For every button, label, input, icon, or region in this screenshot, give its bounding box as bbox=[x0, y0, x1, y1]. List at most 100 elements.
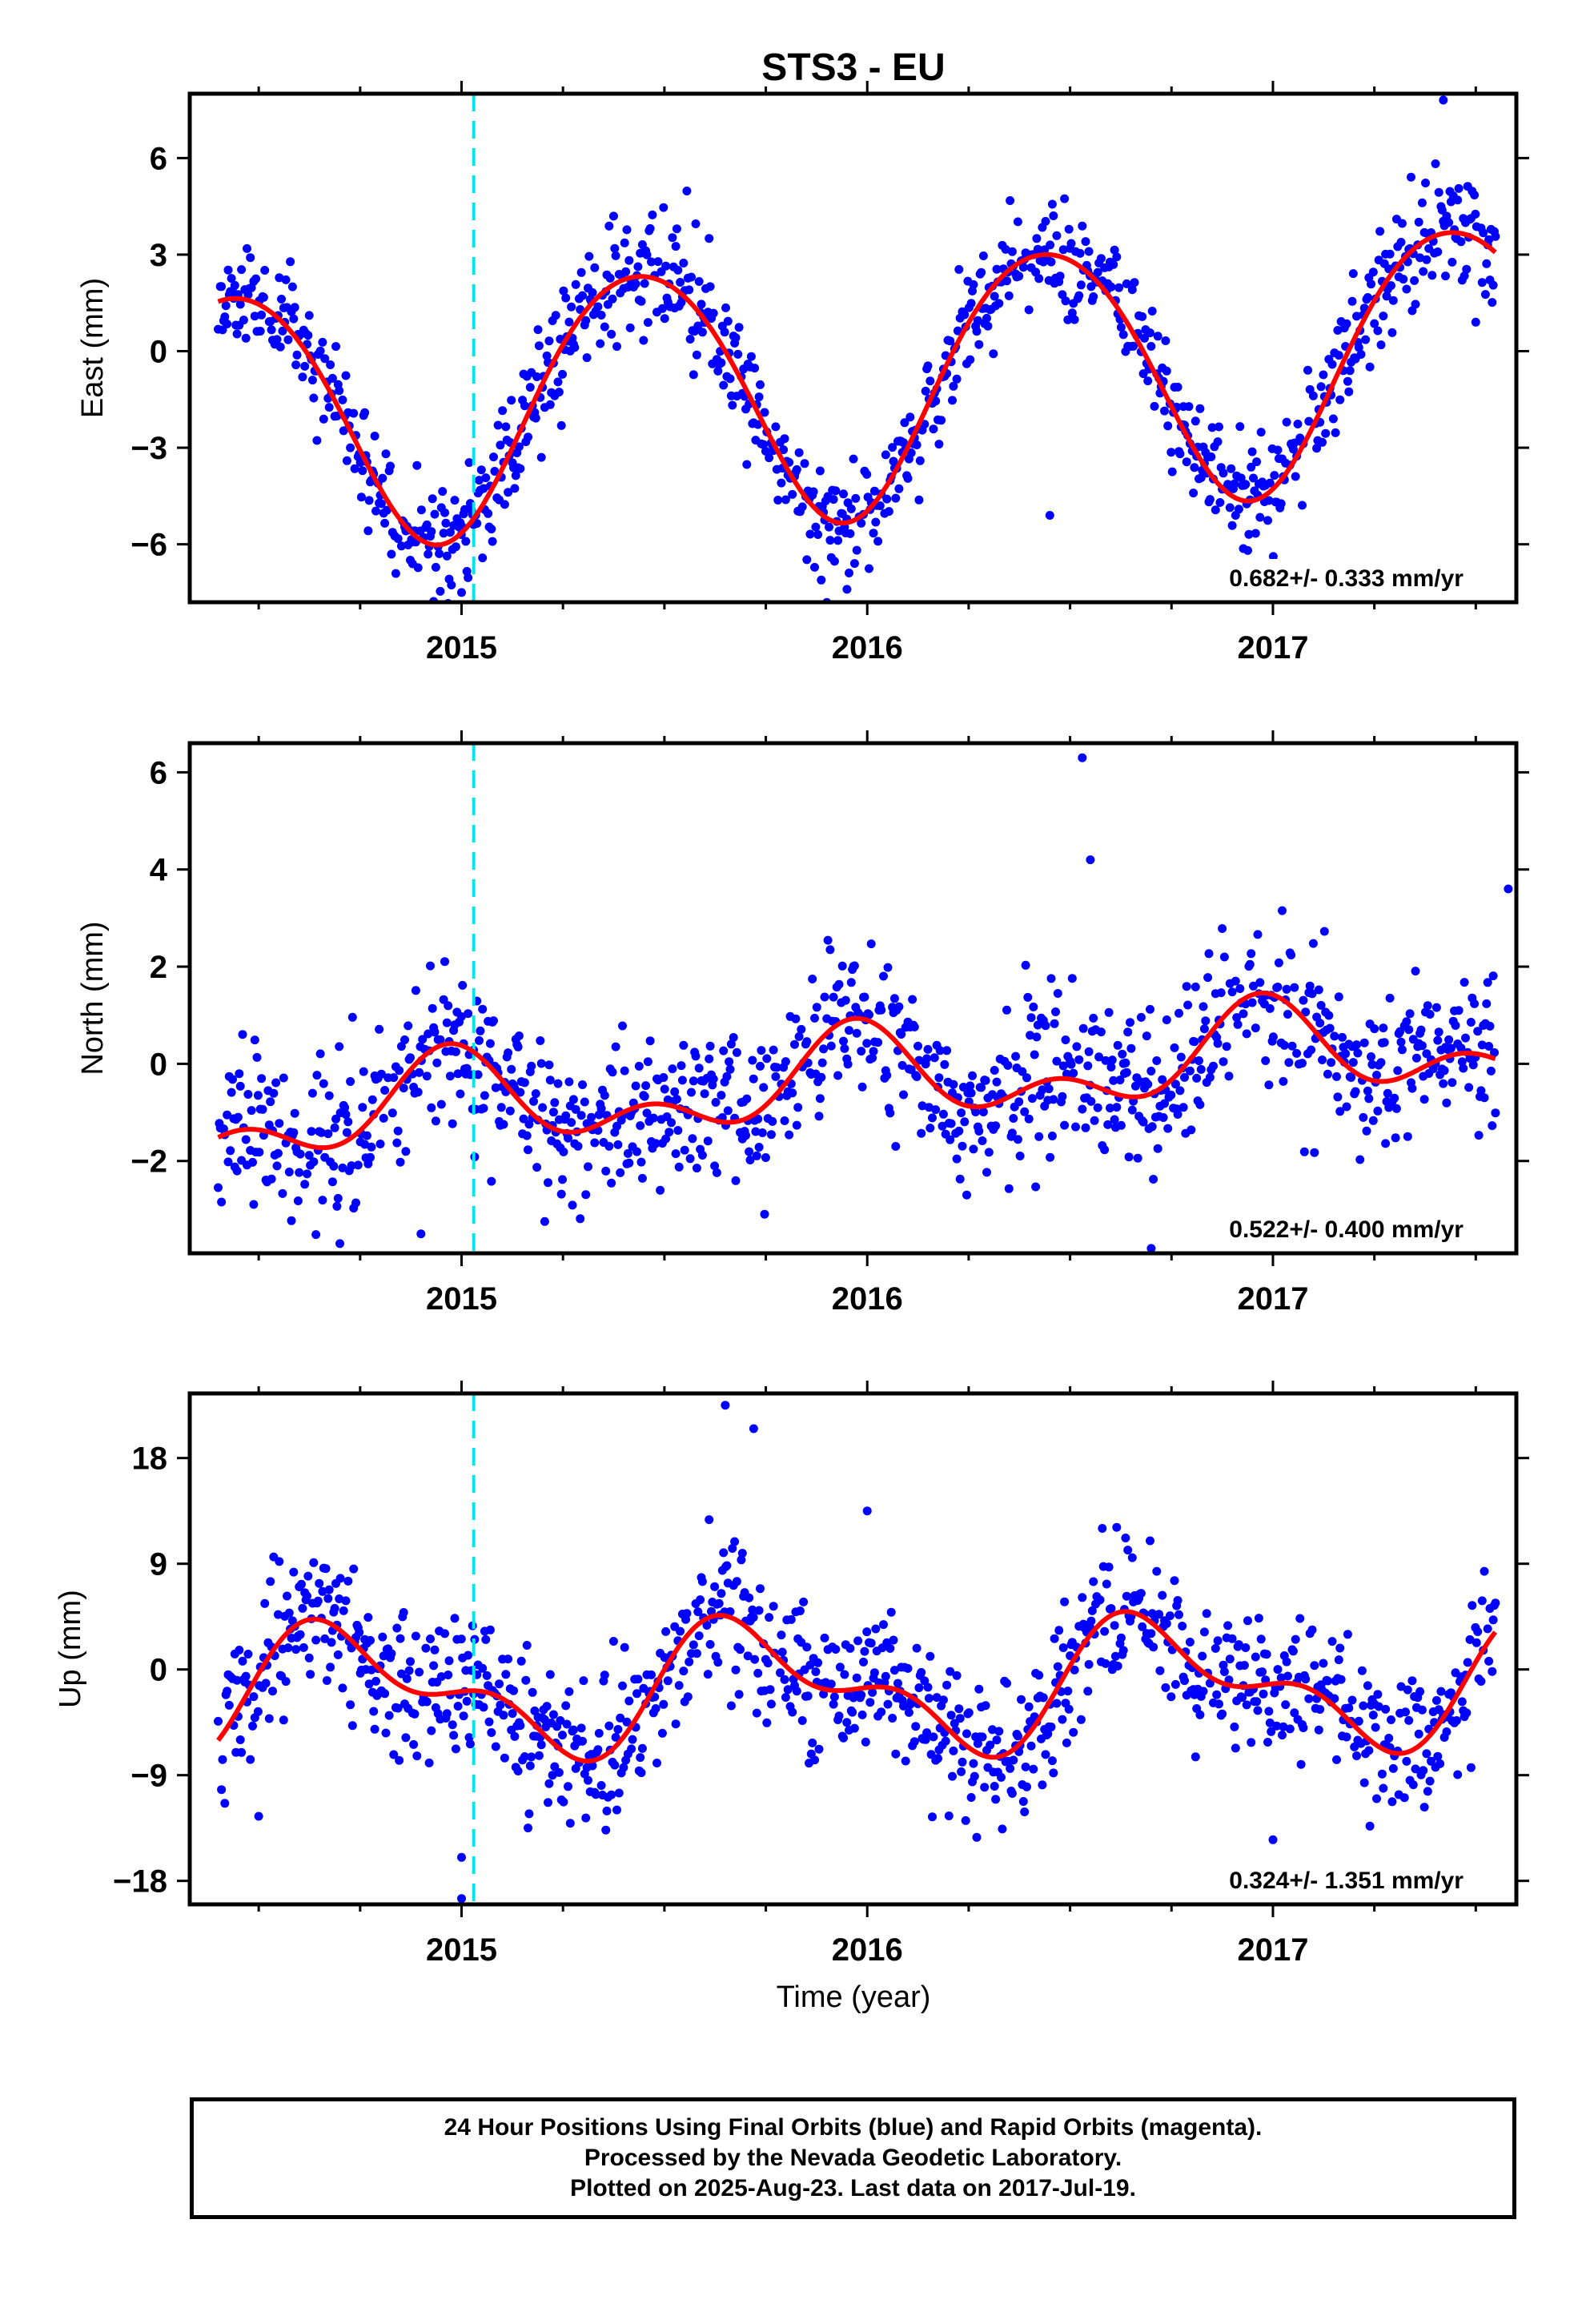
up-point-1022 bbox=[1491, 1598, 1500, 1608]
up-point-365 bbox=[661, 1626, 671, 1636]
north-point-864 bbox=[1316, 1000, 1326, 1010]
north-point-937 bbox=[1411, 967, 1420, 976]
up-point-74 bbox=[306, 1670, 315, 1679]
east-point-440 bbox=[761, 446, 770, 456]
north-point-310 bbox=[613, 1140, 623, 1149]
north-point-470 bbox=[815, 1094, 825, 1104]
north-point-301 bbox=[601, 1166, 611, 1176]
up-point-961 bbox=[1411, 1764, 1420, 1774]
east-y-tick-label: −3 bbox=[130, 431, 167, 466]
north-point-112 bbox=[362, 1131, 371, 1140]
north-point-948 bbox=[1423, 1001, 1432, 1011]
north-point-836 bbox=[1279, 1076, 1288, 1086]
up-point-527 bbox=[865, 1698, 875, 1707]
north-point-870 bbox=[1323, 1069, 1332, 1079]
up-point-316 bbox=[601, 1825, 611, 1835]
up-point-724 bbox=[1101, 1659, 1110, 1668]
north-point-879 bbox=[1335, 1107, 1345, 1116]
up-point-540 bbox=[881, 1671, 890, 1681]
up-point-703 bbox=[1076, 1715, 1086, 1724]
up-point-272 bbox=[548, 1771, 557, 1780]
east-point-691 bbox=[1084, 247, 1094, 256]
north-point-843 bbox=[1287, 951, 1296, 959]
up-point-363 bbox=[659, 1699, 669, 1709]
east-point-739 bbox=[1150, 401, 1159, 411]
up-point-887 bbox=[1314, 1725, 1323, 1735]
up-point-999 bbox=[1457, 1697, 1467, 1707]
up-point-1007 bbox=[1468, 1601, 1477, 1610]
east-x-tick-label: 2017 bbox=[1237, 630, 1308, 665]
east-point-906 bbox=[1361, 335, 1371, 344]
east-point-217 bbox=[488, 537, 497, 546]
up-point-548 bbox=[889, 1666, 899, 1675]
north-point-563 bbox=[935, 1046, 945, 1055]
north-point-550 bbox=[917, 1128, 926, 1138]
up-point-253 bbox=[527, 1752, 536, 1762]
up-point-633 bbox=[994, 1727, 1004, 1736]
north-point-335 bbox=[643, 1057, 652, 1067]
up-point-812 bbox=[1218, 1709, 1227, 1719]
up-point-144 bbox=[389, 1750, 399, 1759]
up-point-673 bbox=[1041, 1750, 1050, 1759]
east-point-893 bbox=[1345, 366, 1355, 376]
east-point-459 bbox=[788, 489, 797, 499]
east-point-227 bbox=[500, 500, 509, 509]
east-rate-background bbox=[1175, 559, 1470, 594]
up-point-734 bbox=[1113, 1661, 1122, 1671]
up-point-102 bbox=[339, 1606, 348, 1615]
up-point-35 bbox=[260, 1598, 270, 1608]
east-point-83 bbox=[319, 414, 328, 424]
east-point-168 bbox=[431, 562, 440, 572]
north-point-559 bbox=[931, 1105, 941, 1115]
north-point-259 bbox=[548, 1108, 558, 1117]
east-point-475 bbox=[809, 487, 818, 497]
north-point-86 bbox=[329, 1161, 339, 1171]
east-point-371 bbox=[679, 259, 689, 267]
east-point-488 bbox=[825, 522, 833, 532]
north-point-272 bbox=[564, 1133, 572, 1143]
east-point-428 bbox=[746, 352, 756, 361]
up-point-268 bbox=[544, 1798, 552, 1807]
north-points bbox=[214, 753, 1513, 1253]
east-point-72 bbox=[304, 311, 314, 320]
north-point-277 bbox=[568, 1095, 578, 1104]
up-point-216 bbox=[482, 1671, 492, 1680]
up-point-295 bbox=[576, 1723, 586, 1733]
north-point-165 bbox=[436, 1100, 446, 1109]
north-point-777 bbox=[1195, 1100, 1205, 1109]
north-point-849 bbox=[1299, 995, 1308, 1005]
up-point-814 bbox=[1219, 1667, 1229, 1676]
north-point-399 bbox=[722, 1072, 732, 1081]
north-point-251 bbox=[540, 1216, 549, 1226]
up-outlier-point-1 bbox=[749, 1424, 758, 1433]
up-point-278 bbox=[554, 1767, 564, 1777]
east-point-410 bbox=[725, 374, 735, 384]
north-point-465 bbox=[810, 1013, 819, 1023]
up-point-342 bbox=[632, 1689, 641, 1699]
east-point-574 bbox=[934, 440, 944, 449]
up-point-1015 bbox=[1480, 1566, 1489, 1576]
up-point-869 bbox=[1290, 1708, 1299, 1718]
up-point-865 bbox=[1283, 1671, 1292, 1681]
east-point-328 bbox=[624, 255, 634, 265]
east-point-35 bbox=[257, 310, 267, 320]
up-point-480 bbox=[808, 1738, 817, 1747]
north-point-932 bbox=[1404, 1025, 1414, 1035]
east-point-660 bbox=[1046, 240, 1055, 250]
east-point-71 bbox=[303, 331, 313, 340]
east-point-662 bbox=[1047, 199, 1057, 209]
north-point-969 bbox=[1447, 1078, 1457, 1088]
north-point-681 bbox=[1081, 1123, 1090, 1132]
east-point-567 bbox=[926, 376, 935, 386]
north-point-719 bbox=[1126, 1043, 1136, 1053]
north-point-157 bbox=[427, 1103, 436, 1112]
up-point-761 bbox=[1146, 1536, 1154, 1546]
east-point-448 bbox=[773, 496, 783, 505]
up-point-383 bbox=[685, 1657, 694, 1667]
north-point-248 bbox=[536, 1036, 545, 1045]
up-point-660 bbox=[1026, 1741, 1036, 1751]
east-point-194 bbox=[460, 505, 469, 514]
east-point-896 bbox=[1348, 269, 1358, 279]
east-point-478 bbox=[813, 530, 823, 539]
east-point-827 bbox=[1256, 428, 1266, 437]
